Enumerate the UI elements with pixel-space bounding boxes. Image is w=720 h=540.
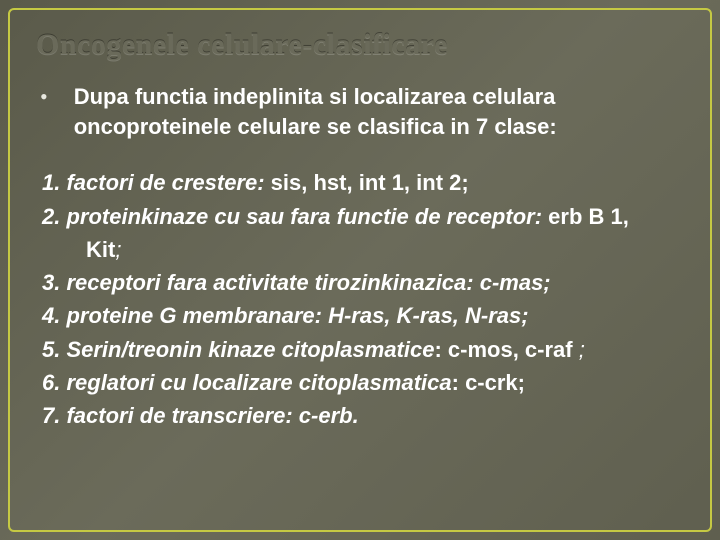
list-item: 1. factori de crestere: sis, hst, int 1,…	[42, 167, 684, 198]
list-item-lead: 4. proteine G membranare: H-ras, K-ras, …	[42, 303, 529, 328]
slide: Oncogenele celulare-clasificare • Dupa f…	[0, 0, 720, 540]
list-item-tail: sis, hst, int 1, int 2;	[271, 170, 469, 195]
classification-list: 1. factori de crestere: sis, hst, int 1,…	[36, 167, 684, 431]
list-item-lead: 5. Serin/treonin kinaze citoplasmatice	[42, 337, 434, 362]
list-item: 3. receptori fara activitate tirozinkina…	[42, 267, 684, 298]
list-item-tail: : c-mos, c-raf	[434, 337, 578, 362]
slide-title: Oncogenele celulare-clasificare	[36, 28, 684, 62]
list-item-continuation: Kit;	[42, 234, 684, 265]
list-item: 5. Serin/treonin kinaze citoplasmatice: …	[42, 334, 684, 365]
list-item-continuation-tail: ;	[115, 237, 121, 262]
list-item-tail: erb B 1,	[548, 204, 629, 229]
list-item-lead: 6. reglatori cu localizare citoplasmatic…	[42, 370, 452, 395]
list-item-lead: 3. receptori fara activitate tirozinkina…	[42, 270, 551, 295]
list-item-continuation-text: Kit	[86, 237, 115, 262]
list-item: 6. reglatori cu localizare citoplasmatic…	[42, 367, 684, 398]
list-item-lead: 2. proteinkinaze cu sau fara functie de …	[42, 204, 548, 229]
intro-row: • Dupa functia indeplinita si localizare…	[36, 82, 684, 141]
intro-text: Dupa functia indeplinita si localizarea …	[74, 82, 684, 141]
list-item-lead: 1. factori de crestere:	[42, 170, 271, 195]
list-item-lead: 7. factori de transcriere: c-erb.	[42, 403, 359, 428]
list-item-tail2: ;	[579, 337, 585, 362]
bullet-icon: •	[40, 84, 48, 110]
list-item: 2. proteinkinaze cu sau fara functie de …	[42, 201, 684, 232]
list-item: 7. factori de transcriere: c-erb.	[42, 400, 684, 431]
list-item: 4. proteine G membranare: H-ras, K-ras, …	[42, 300, 684, 331]
list-item-tail: : c-crk;	[452, 370, 525, 395]
